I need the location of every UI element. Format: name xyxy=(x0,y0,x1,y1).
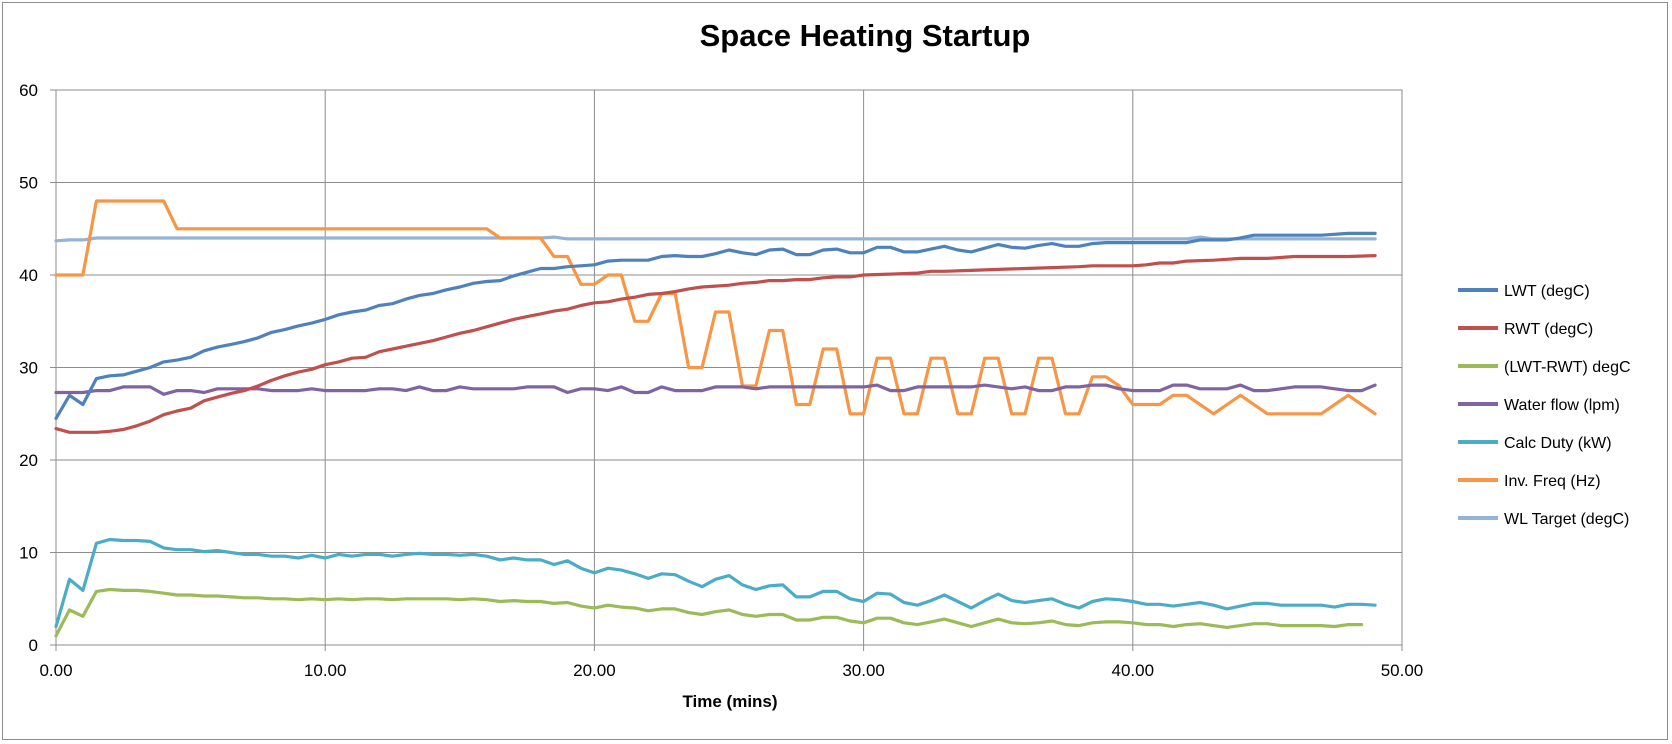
x-tick-label: 10.00 xyxy=(304,661,347,680)
legend-label-inv-freq-hz: Inv. Freq (Hz) xyxy=(1504,473,1601,490)
y-tick-label: 50 xyxy=(19,174,38,193)
axes: 0 10 20 30 40 50 60 0.00 10.00 20.00 30.00 40.00 50.… xyxy=(19,81,1423,680)
x-tick-label: 50.00 xyxy=(1381,661,1424,680)
legend-label-lwt-degc: LWT (degC) xyxy=(1504,283,1590,300)
series-line-lwt-rwt-degc xyxy=(54,587,1364,638)
series-line-calc-duty-kw xyxy=(54,537,1377,629)
legend-label-rwt-degc: RWT (degC) xyxy=(1504,321,1593,338)
legend-label-wl-target-degc: WL Target (degC) xyxy=(1504,511,1629,528)
x-axis-title: Time (mins) xyxy=(682,692,778,711)
y-tick-label: 20 xyxy=(19,451,38,470)
y-tick-label: 40 xyxy=(19,266,38,285)
y-tick-label: 0 xyxy=(29,636,38,655)
chart-title: Space Heating Startup xyxy=(699,18,1031,53)
series-line-wl-target-degc xyxy=(54,235,1377,243)
series-line-lwt-degc xyxy=(54,231,1377,420)
series-line-water-flow-lpm xyxy=(54,383,1377,396)
legend-label-water-flow-lpm: Water flow (lpm) xyxy=(1504,397,1620,414)
series-lines xyxy=(54,199,1377,638)
legend-label-lwt-rwt-degc: (LWT-RWT) degC xyxy=(1504,359,1631,376)
grid xyxy=(56,90,1402,645)
y-tick-label: 30 xyxy=(19,359,38,378)
series-line-inv-freq-hz xyxy=(54,199,1377,416)
x-tick-label: 40.00 xyxy=(1112,661,1155,680)
y-tick-label: 60 xyxy=(19,81,38,100)
x-tick-label: 30.00 xyxy=(842,661,885,680)
x-tick-label: 0.00 xyxy=(39,661,72,680)
legend-label-calc-duty-kw: Calc Duty (kW) xyxy=(1504,435,1612,452)
legend: LWT (degC) RWT (degC) (LWT-RWT) degC Water … xyxy=(1458,283,1631,528)
series-line-rwt-degc xyxy=(54,254,1377,434)
y-tick-label: 10 xyxy=(19,544,38,563)
x-tick-label: 20.00 xyxy=(573,661,616,680)
